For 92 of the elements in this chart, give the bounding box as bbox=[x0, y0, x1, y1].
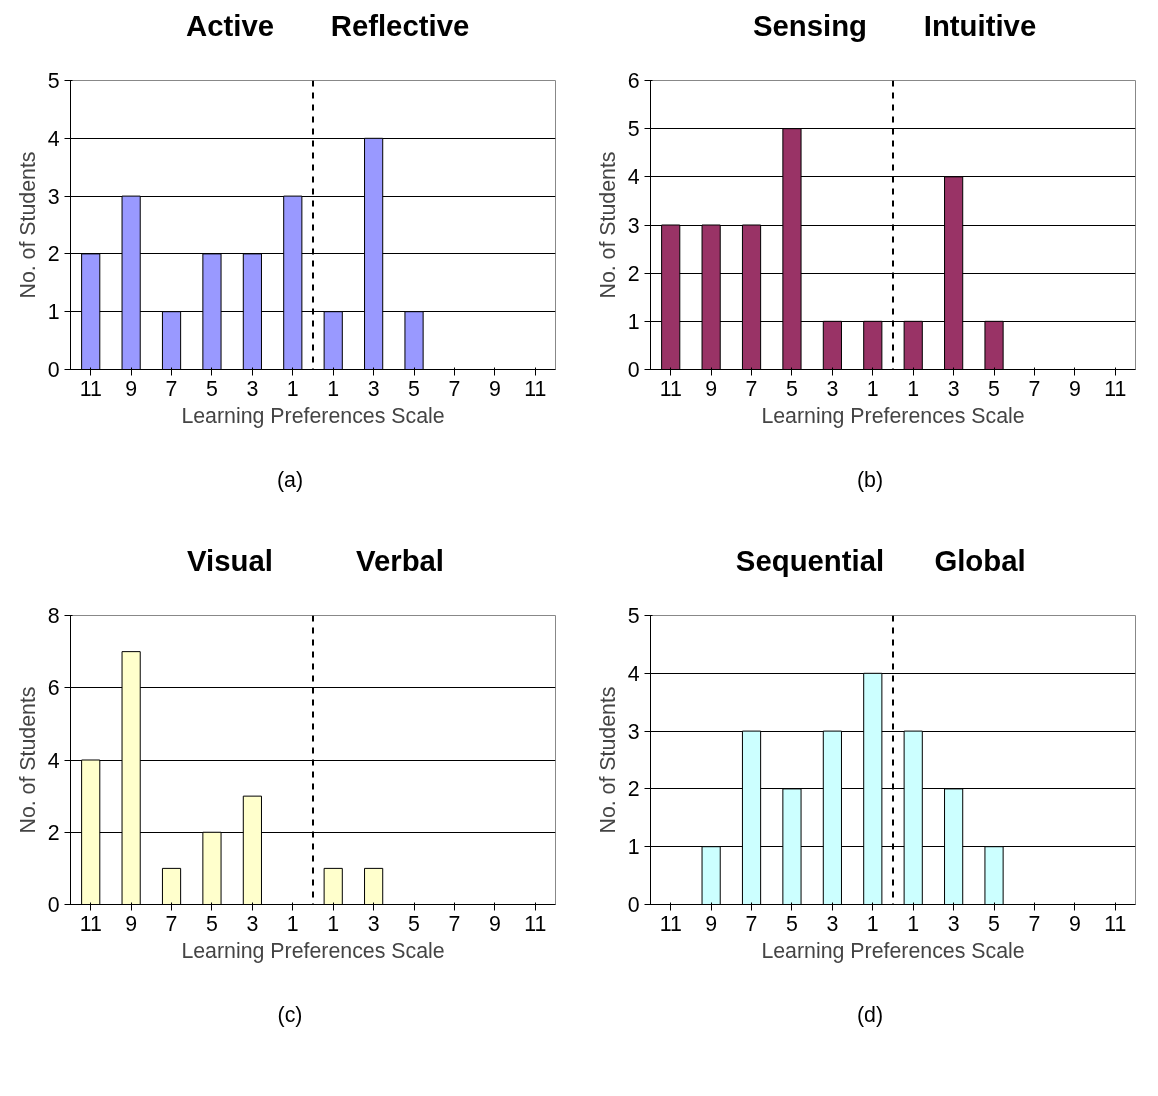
x-tick-label: 1 bbox=[327, 911, 340, 936]
y-tick-label: 5 bbox=[627, 117, 640, 142]
x-tick-label: 7 bbox=[448, 911, 461, 936]
text: (b) bbox=[855, 467, 885, 494]
x-tick-label: 11 bbox=[1104, 376, 1127, 401]
y-tick-label: 2 bbox=[627, 261, 640, 286]
text: Reflective bbox=[329, 8, 471, 44]
text: (d) bbox=[855, 1002, 885, 1029]
y-tick-label: 4 bbox=[47, 126, 60, 151]
x-axis-title: Learning Preferences Scale bbox=[761, 938, 1025, 963]
text: Intuitive bbox=[922, 8, 1038, 44]
x-tick-label: 7 bbox=[745, 911, 758, 936]
y-tick-label: 1 bbox=[627, 309, 640, 334]
x-tick-label: 5 bbox=[408, 911, 420, 936]
x-tick-label: 9 bbox=[488, 911, 501, 936]
y-tick-label: 3 bbox=[627, 213, 640, 238]
text: (a) bbox=[275, 467, 305, 494]
x-tick-label: 7 bbox=[448, 376, 461, 401]
x-tick-label: 3 bbox=[826, 911, 839, 936]
x-tick-label: 11 bbox=[1104, 911, 1127, 936]
x-tick-label: 9 bbox=[1068, 911, 1081, 936]
y-tick-label: 6 bbox=[47, 676, 60, 701]
x-tick-label: 1 bbox=[907, 376, 920, 401]
text: Visual bbox=[186, 543, 274, 579]
text: Sensing bbox=[751, 8, 869, 44]
y-tick-label: 2 bbox=[47, 820, 60, 845]
y-tick-label: 4 bbox=[47, 748, 60, 773]
y-tick-label: 5 bbox=[47, 69, 60, 93]
x-tick-label: 7 bbox=[1028, 911, 1041, 936]
y-axis-title: No. of Students bbox=[15, 686, 40, 834]
x-tick-label: 5 bbox=[206, 911, 218, 936]
x-axis-title: Learning Preferences Scale bbox=[181, 938, 445, 963]
x-tick-label: 9 bbox=[125, 911, 138, 936]
x-tick-label: 9 bbox=[1068, 376, 1081, 401]
x-tick-label: 1 bbox=[327, 376, 340, 401]
x-tick-label: 3 bbox=[367, 911, 380, 936]
y-tick-label: 0 bbox=[47, 893, 60, 917]
x-axis-title: Learning Preferences Scale bbox=[181, 403, 445, 428]
text: Active bbox=[185, 8, 275, 44]
x-tick-label: 3 bbox=[246, 376, 259, 401]
x-tick-label: 3 bbox=[246, 911, 259, 936]
y-tick-label: 1 bbox=[47, 300, 60, 325]
y-tick-label: 3 bbox=[627, 719, 640, 744]
x-tick-label: 9 bbox=[488, 376, 501, 401]
x-tick-label: 9 bbox=[125, 376, 138, 401]
x-tick-label: 7 bbox=[745, 376, 758, 401]
text: Sequential bbox=[734, 543, 886, 579]
x-tick-label: 11 bbox=[659, 376, 682, 401]
x-tick-label: 3 bbox=[947, 911, 960, 936]
y-axis-title: No. of Students bbox=[15, 151, 40, 299]
x-tick-label: 5 bbox=[786, 911, 798, 936]
y-axis-title: No. of Students bbox=[595, 151, 620, 299]
y-tick-label: 4 bbox=[627, 165, 640, 190]
x-tick-label: 7 bbox=[1028, 376, 1041, 401]
y-tick-label: 1 bbox=[627, 835, 640, 860]
x-tick-label: 11 bbox=[79, 376, 102, 401]
y-tick-label: 0 bbox=[627, 893, 640, 917]
x-tick-label: 1 bbox=[866, 376, 879, 401]
x-tick-label: 1 bbox=[286, 376, 299, 401]
x-tick-label: 1 bbox=[907, 911, 920, 936]
y-tick-label: 5 bbox=[627, 604, 640, 628]
x-tick-label: 3 bbox=[826, 376, 839, 401]
x-tick-label: 1 bbox=[866, 911, 879, 936]
y-axis-title: No. of Students bbox=[595, 686, 620, 834]
x-tick-label: 5 bbox=[988, 911, 1000, 936]
x-tick-label: 3 bbox=[367, 376, 380, 401]
y-tick-label: 2 bbox=[627, 777, 640, 802]
x-tick-label: 11 bbox=[79, 911, 102, 936]
x-tick-label: 5 bbox=[786, 376, 798, 401]
y-tick-label: 2 bbox=[47, 242, 60, 267]
x-tick-label: 5 bbox=[408, 376, 420, 401]
x-tick-label: 9 bbox=[705, 376, 718, 401]
x-axis-title: Learning Preferences Scale bbox=[761, 403, 1025, 428]
x-tick-label: 3 bbox=[947, 376, 960, 401]
x-tick-label: 5 bbox=[206, 376, 218, 401]
y-tick-label: 0 bbox=[47, 358, 60, 382]
x-tick-label: 11 bbox=[659, 911, 682, 936]
x-tick-label: 11 bbox=[524, 911, 547, 936]
y-tick-label: 8 bbox=[47, 604, 60, 628]
text: Global bbox=[933, 543, 1027, 579]
x-tick-label: 7 bbox=[165, 911, 178, 936]
text: (c) bbox=[276, 1002, 304, 1029]
x-tick-label: 7 bbox=[165, 376, 178, 401]
y-tick-label: 0 bbox=[627, 358, 640, 382]
x-tick-label: 5 bbox=[988, 376, 1000, 401]
y-tick-label: 3 bbox=[47, 184, 60, 209]
text: Verbal bbox=[354, 543, 445, 579]
x-tick-label: 1 bbox=[286, 911, 299, 936]
x-tick-label: 9 bbox=[705, 911, 718, 936]
y-tick-label: 6 bbox=[627, 69, 640, 93]
y-tick-label: 4 bbox=[627, 661, 640, 686]
x-tick-label: 11 bbox=[524, 376, 547, 401]
